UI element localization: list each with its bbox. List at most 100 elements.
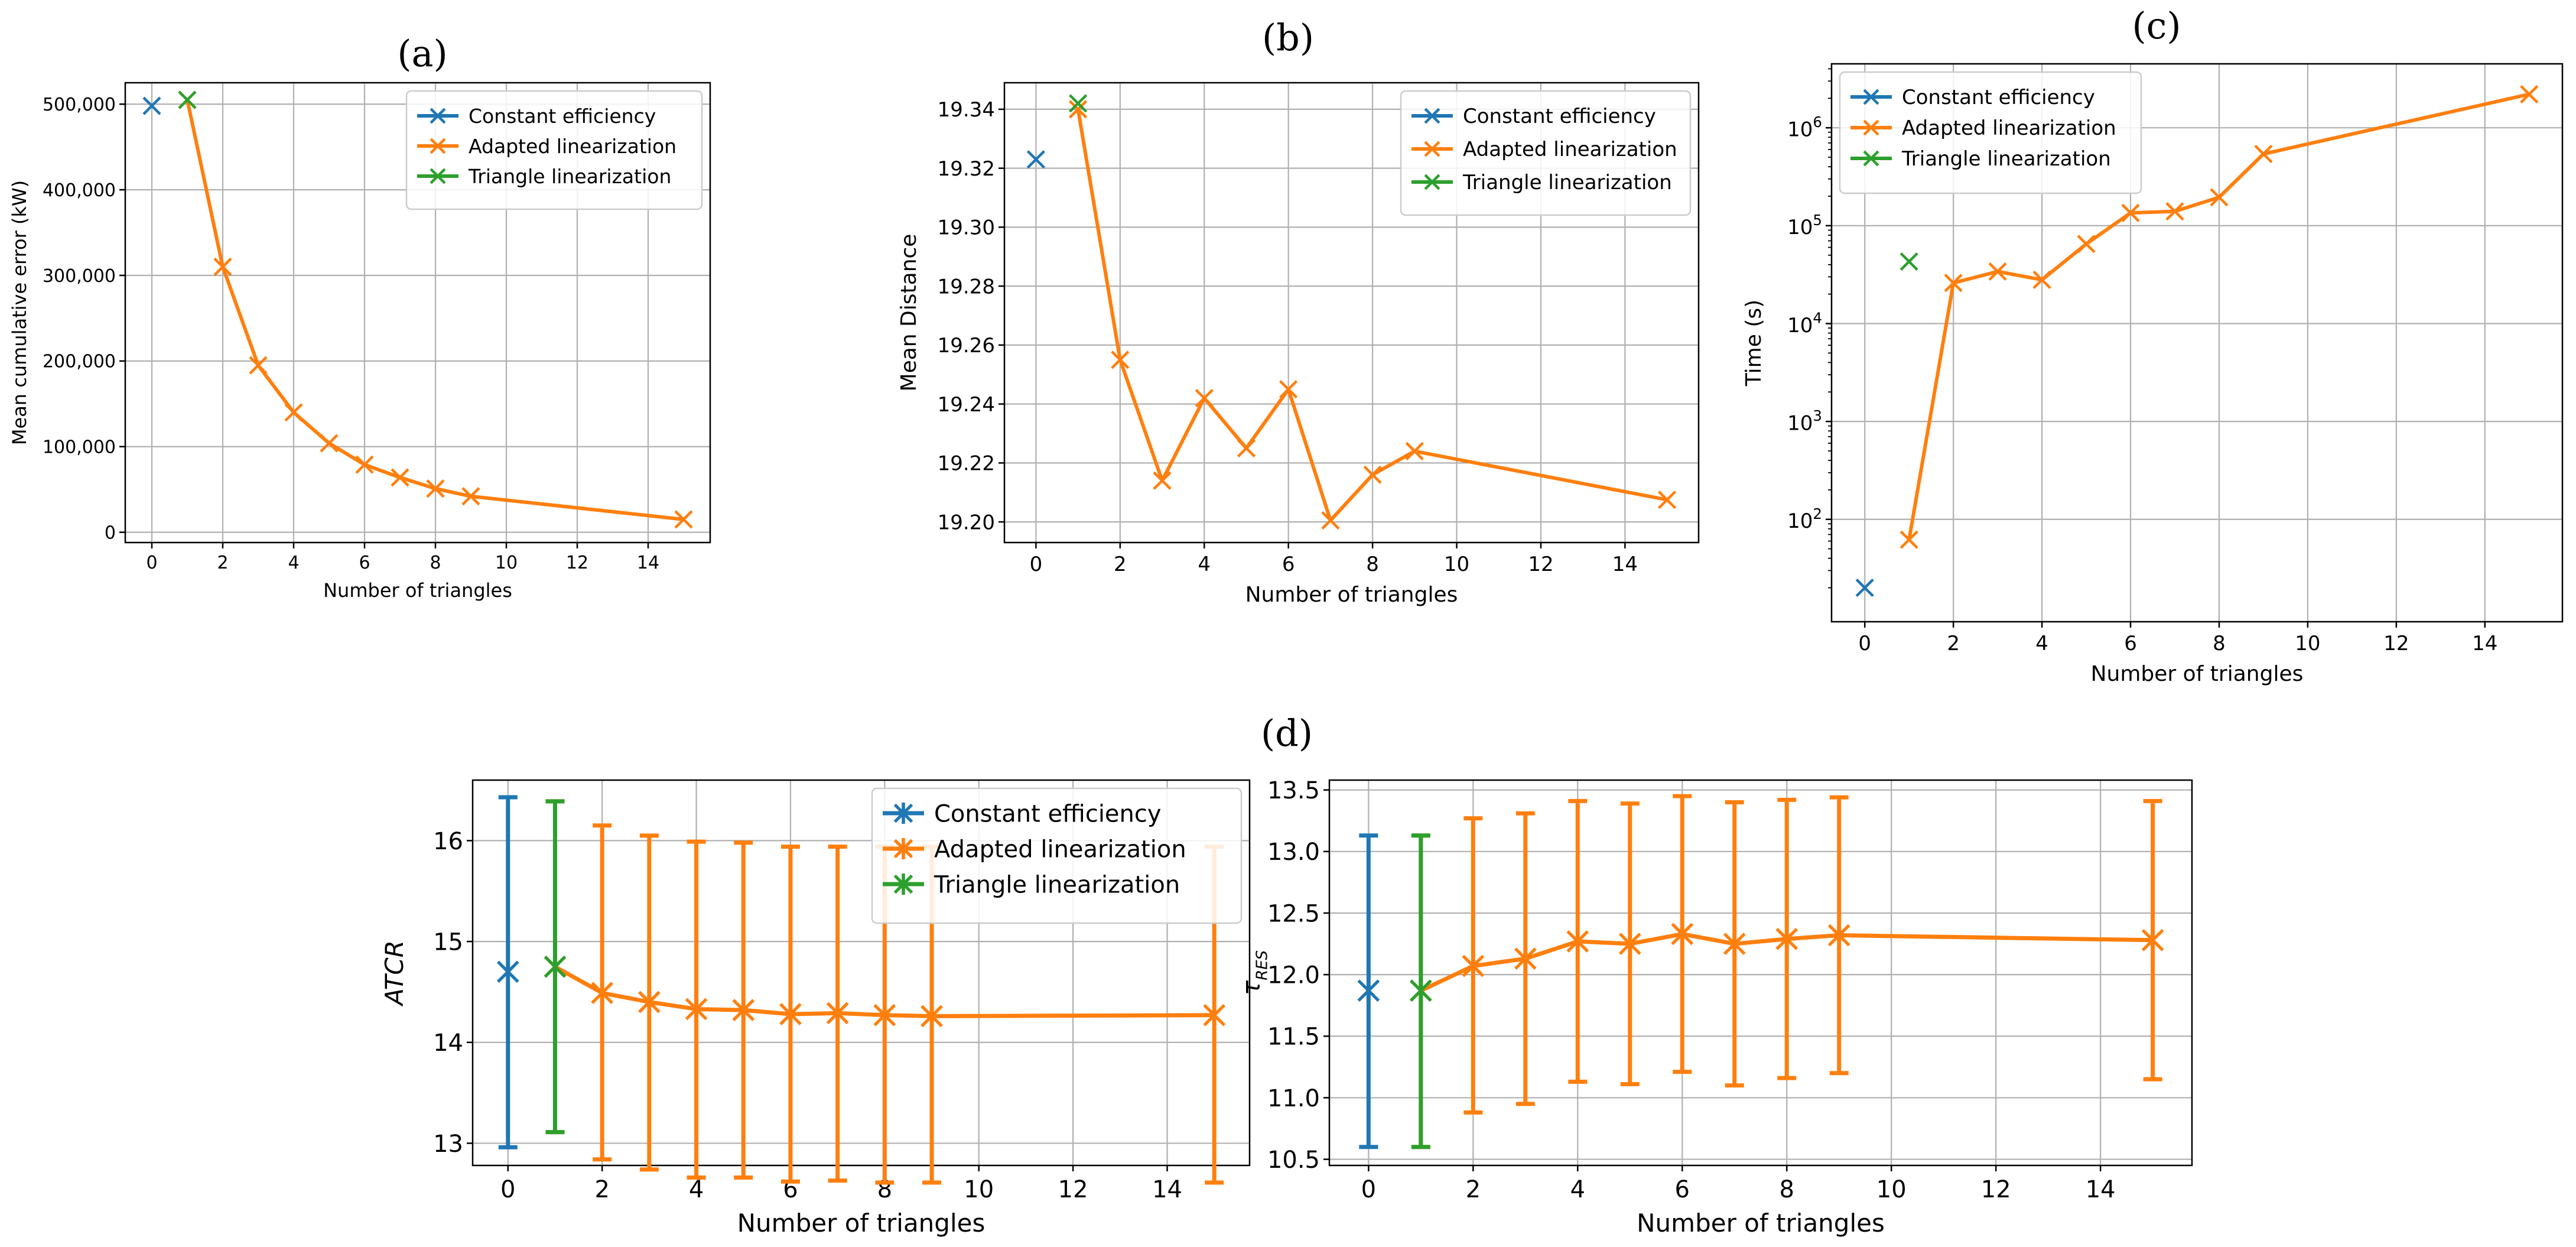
y-tick-label: 13.5 (1267, 777, 1320, 804)
data-point-marker (1409, 979, 1432, 1002)
data-point-marker (391, 468, 409, 487)
y-tick-label: 11.5 (1267, 1024, 1320, 1051)
legend-label: Constant efficiency (1902, 86, 2095, 109)
x-tick-label: 2 (1466, 1176, 1481, 1203)
y-tick-label: 13 (433, 1131, 463, 1158)
data-point-marker (685, 998, 708, 1021)
x-tick-label: 0 (1858, 632, 1871, 655)
x-axis-label: Number of triangles (737, 1209, 985, 1238)
legend-swatch-marker (1424, 141, 1440, 157)
x-tick-label: 10 (1444, 553, 1469, 576)
legend-frame (405, 90, 703, 210)
x-tick-label: 2 (594, 1176, 609, 1203)
legend-swatch-marker (430, 168, 446, 184)
data-point-marker (1723, 933, 1746, 955)
series-line (1907, 92, 2530, 540)
series-triangle (1069, 94, 1088, 113)
x-tick-label: 14 (2086, 1176, 2116, 1203)
x-tick-label: 12 (1981, 1176, 2011, 1203)
y-tick-label: 12.5 (1267, 900, 1320, 927)
series-adapted (178, 90, 693, 529)
data-point-marker (142, 96, 161, 115)
y-tick-label: 12.0 (1267, 962, 1320, 989)
x-tick-label: 2 (217, 553, 228, 573)
plot-frame (124, 82, 711, 544)
panel-c-title: (c) (2132, 4, 2181, 47)
plot-frame (471, 779, 1251, 1167)
x-tick-label: 8 (2213, 632, 2226, 655)
series-triangle (544, 799, 567, 1135)
data-point-marker (1321, 511, 1340, 530)
y-tick-label: 105 (1787, 212, 1822, 239)
y-axis-label: Mean Distance (897, 234, 921, 392)
x-tick-label: 6 (1282, 553, 1295, 576)
x-tick-label: 10 (495, 553, 518, 573)
data-point-marker (496, 960, 519, 983)
legend-label: Adapted linearization (1902, 116, 2116, 140)
x-tick-label: 10 (964, 1176, 994, 1203)
data-point-marker (2165, 202, 2184, 221)
data-point-marker (779, 1003, 802, 1025)
data-point-marker (1405, 441, 1424, 460)
y-tick-label: 19.32 (938, 157, 995, 181)
panel-b-title: (b) (1262, 16, 1314, 59)
x-axis-label: Number of triangles (1637, 1209, 1885, 1238)
data-point-marker (320, 434, 339, 453)
series-adapted (1900, 85, 2539, 549)
data-point-marker (1357, 979, 1380, 1002)
y-tick-label: 19.30 (938, 216, 995, 240)
legend-label: Adapted linearization (1463, 138, 1677, 161)
data-point-marker (1618, 933, 1641, 955)
x-tick-label: 4 (1198, 553, 1211, 576)
y-tick-label: 13.0 (1267, 839, 1320, 866)
data-point-marker (2141, 928, 2164, 952)
panel-a-title: (a) (397, 32, 447, 75)
y-tick-label: 19.24 (938, 393, 995, 417)
legend-label: Adapted linearization (934, 836, 1186, 863)
y-tick-label: 14 (433, 1030, 463, 1057)
data-point-marker (1363, 465, 1382, 484)
data-point-marker (1203, 1004, 1226, 1027)
x-tick-label: 14 (1612, 553, 1638, 576)
y-tick-label: 106 (1787, 113, 1822, 141)
series-line (186, 99, 684, 521)
x-tick-label: 0 (1030, 553, 1043, 576)
x-tick-label: 6 (359, 553, 370, 573)
data-point-marker (732, 999, 755, 1022)
legend-frame (1839, 71, 2142, 194)
x-tick-label: 10 (1876, 1176, 1907, 1203)
y-axis-label: ATCR (380, 940, 409, 1007)
legend-frame (871, 787, 1243, 924)
x-tick-label: 12 (2383, 632, 2409, 655)
legend-label: Constant efficiency (934, 800, 1162, 827)
data-point-marker (1855, 578, 1874, 597)
x-tick-label: 0 (1361, 1176, 1376, 1203)
x-tick-label: 6 (1675, 1176, 1690, 1203)
series-adapted (1069, 100, 1677, 530)
x-tick-label: 14 (637, 553, 659, 573)
series-triangle (178, 90, 197, 109)
data-point-marker (426, 479, 445, 498)
legend: Constant efficiency Adapted linearization… (1839, 71, 2142, 194)
legend-label: Triangle linearization (1462, 171, 1672, 194)
plot-frame (1003, 82, 1700, 544)
data-point-marker (1462, 954, 1485, 978)
y-tick-label: 0 (105, 522, 116, 543)
x-tick-label: 10 (2295, 632, 2320, 655)
data-point-marker (674, 510, 693, 529)
x-tick-label: 4 (288, 553, 299, 573)
x-tick-label: 4 (2035, 632, 2048, 655)
y-tick-label: 103 (1787, 407, 1822, 435)
y-tick-label: 19.20 (938, 511, 995, 534)
series-constant (1026, 150, 1046, 169)
x-tick-label: 4 (1570, 1176, 1585, 1203)
data-point-marker (1671, 923, 1694, 946)
x-tick-label: 12 (1058, 1176, 1088, 1203)
x-tick-label: 14 (2472, 632, 2497, 655)
x-axis-label: Number of triangles (323, 579, 512, 602)
x-tick-label: 0 (146, 553, 157, 573)
legend-swatch-marker (1424, 174, 1440, 190)
x-tick-label: 8 (1780, 1176, 1794, 1203)
legend-label: Triangle linearization (934, 871, 1180, 898)
